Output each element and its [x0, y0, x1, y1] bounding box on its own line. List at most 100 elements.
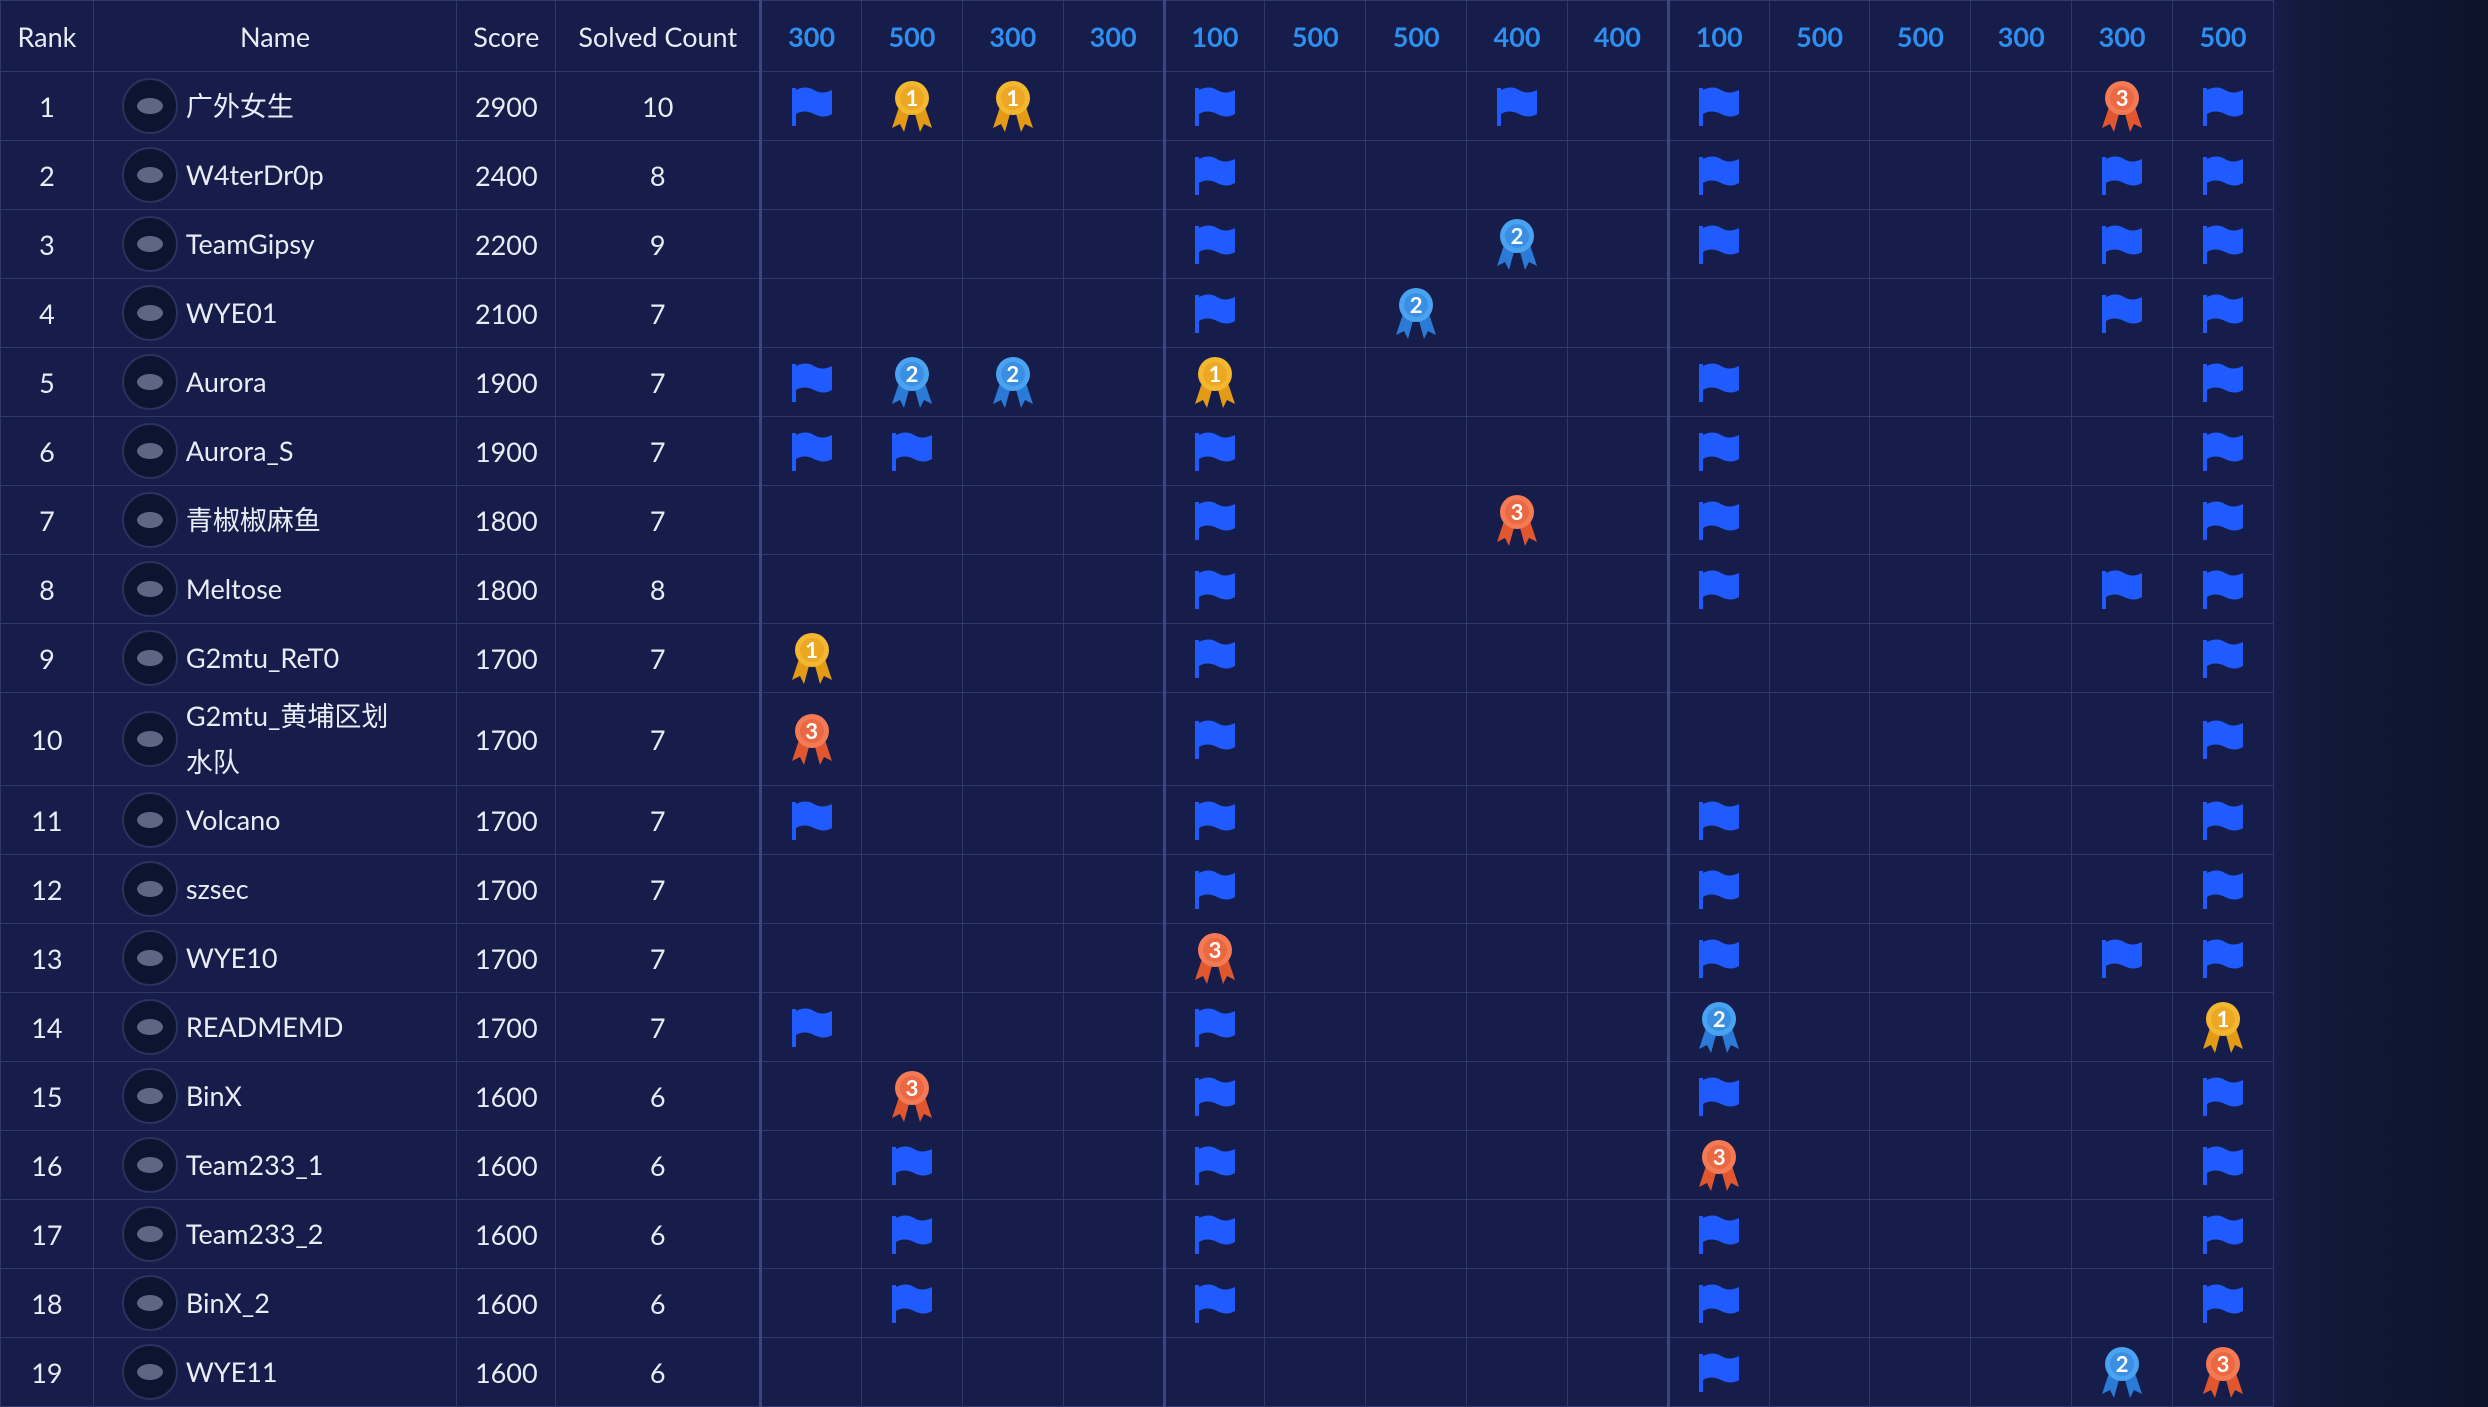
score: 1800 [456, 485, 557, 555]
solved-count: 7 [555, 623, 762, 693]
challenge-cell [1062, 347, 1165, 417]
challenge-cell [1970, 485, 2073, 555]
challenge-cell [1466, 1130, 1568, 1200]
solved-flag [888, 1214, 936, 1254]
rank: 2 [0, 140, 94, 210]
challenge-cell [961, 692, 1064, 786]
challenge-cell [1365, 692, 1468, 786]
score: 2900 [456, 71, 557, 141]
challenge-cell [1970, 623, 2073, 693]
column-header: Solved Count [555, 0, 762, 72]
team-name-cell: Team233_2 [92, 1199, 458, 1269]
challenge-cell [759, 992, 863, 1062]
challenge-cell [2071, 692, 2174, 786]
challenge-cell [1970, 854, 2073, 924]
challenge-cell [961, 416, 1064, 486]
challenge-cell [1264, 278, 1367, 348]
challenge-cell [1162, 140, 1266, 210]
medal-rank: 2 [1510, 222, 1524, 249]
challenge-cell [1768, 785, 1871, 855]
challenge-cell [2172, 140, 2274, 210]
solved-flag [1695, 155, 1743, 195]
team-name: Aurora_S [185, 434, 294, 467]
rank: 10 [0, 692, 94, 786]
team: TeamGipsy [94, 216, 456, 272]
avatar [121, 1275, 178, 1331]
challenge-cell [1365, 209, 1468, 279]
medal-rank: 1 [805, 636, 818, 663]
medal-rank: 3 [1712, 1143, 1726, 1170]
blood-medal: 2 [1493, 216, 1541, 272]
challenge-cell [2172, 1061, 2274, 1131]
challenge-cell [1869, 278, 1972, 348]
team-row: 4 WYE01 2100 7 2 [0, 278, 2274, 348]
avatar [121, 999, 178, 1055]
challenge-cell [1162, 1268, 1266, 1338]
challenge-cell [1566, 554, 1669, 624]
team-name: Meltose [185, 572, 283, 605]
challenge-cell [1768, 854, 1871, 924]
solved-flag [2199, 719, 2247, 759]
challenge-cell [1970, 416, 2073, 486]
avatar-icon [136, 1019, 163, 1035]
challenge-points: 500 [2172, 0, 2274, 72]
team-row: 2 W4terDr0p 2400 8 [0, 140, 2274, 210]
challenge-cell [1566, 623, 1669, 693]
team: READMEMD [94, 999, 456, 1055]
team: BinX [94, 1068, 456, 1124]
challenge-cell [961, 554, 1064, 624]
solved-flag [1191, 1283, 1239, 1323]
challenge-cell [1365, 485, 1468, 555]
challenge-cell [2172, 854, 2274, 924]
avatar [121, 78, 178, 134]
challenge-points: 100 [1666, 0, 1770, 72]
solved-count: 9 [555, 209, 762, 279]
team-name-cell: Aurora_S [92, 416, 458, 486]
challenge-cell [1768, 692, 1871, 786]
score: 1700 [456, 923, 557, 993]
team-name: WYE11 [185, 1355, 278, 1388]
challenge-cell [861, 485, 963, 555]
blood-medal: 2 [888, 354, 936, 410]
solved-flag [2199, 1145, 2247, 1185]
team: WYE10 [94, 930, 456, 986]
column-header: Score [456, 0, 557, 72]
challenge-cell [1869, 554, 1972, 624]
challenge-cell [2071, 416, 2174, 486]
solved-flag [2199, 431, 2247, 471]
challenge-cell [961, 1268, 1064, 1338]
team-row: 14 READMEMD 1700 7 2 1 [0, 992, 2274, 1062]
avatar [121, 792, 178, 848]
challenge-cell [1365, 554, 1468, 624]
challenge-cell: 2 [1466, 209, 1568, 279]
challenge-cell [2172, 923, 2274, 993]
challenge-cell [1264, 785, 1367, 855]
team: szsec [94, 861, 456, 917]
score: 1700 [456, 854, 557, 924]
team-name: READMEMD [185, 1010, 344, 1043]
solved-flag [1191, 431, 1239, 471]
challenge-cell [2071, 140, 2174, 210]
challenge-cell [1869, 1337, 1972, 1407]
challenge-cell [1869, 209, 1972, 279]
challenge-cell [1365, 785, 1468, 855]
avatar-icon [136, 305, 163, 321]
avatar [121, 561, 178, 617]
challenge-cell [1264, 140, 1367, 210]
challenge-cell [1062, 71, 1165, 141]
challenge-cell [1162, 785, 1266, 855]
solved-count: 7 [555, 923, 762, 993]
challenge-cell [1666, 485, 1770, 555]
solved-flag [2098, 938, 2146, 978]
team-name-cell: Volcano [92, 785, 458, 855]
challenge-points: 100 [1162, 0, 1266, 72]
challenge-cell [1970, 1268, 2073, 1338]
challenge-cell [1264, 1268, 1367, 1338]
challenge-points: 400 [1566, 0, 1669, 72]
medal-rank: 3 [805, 717, 818, 744]
challenge-cell [1970, 278, 2073, 348]
challenge-points: 300 [759, 0, 863, 72]
avatar-icon [136, 236, 163, 252]
score: 1600 [456, 1199, 557, 1269]
challenge-cell [1264, 1130, 1367, 1200]
